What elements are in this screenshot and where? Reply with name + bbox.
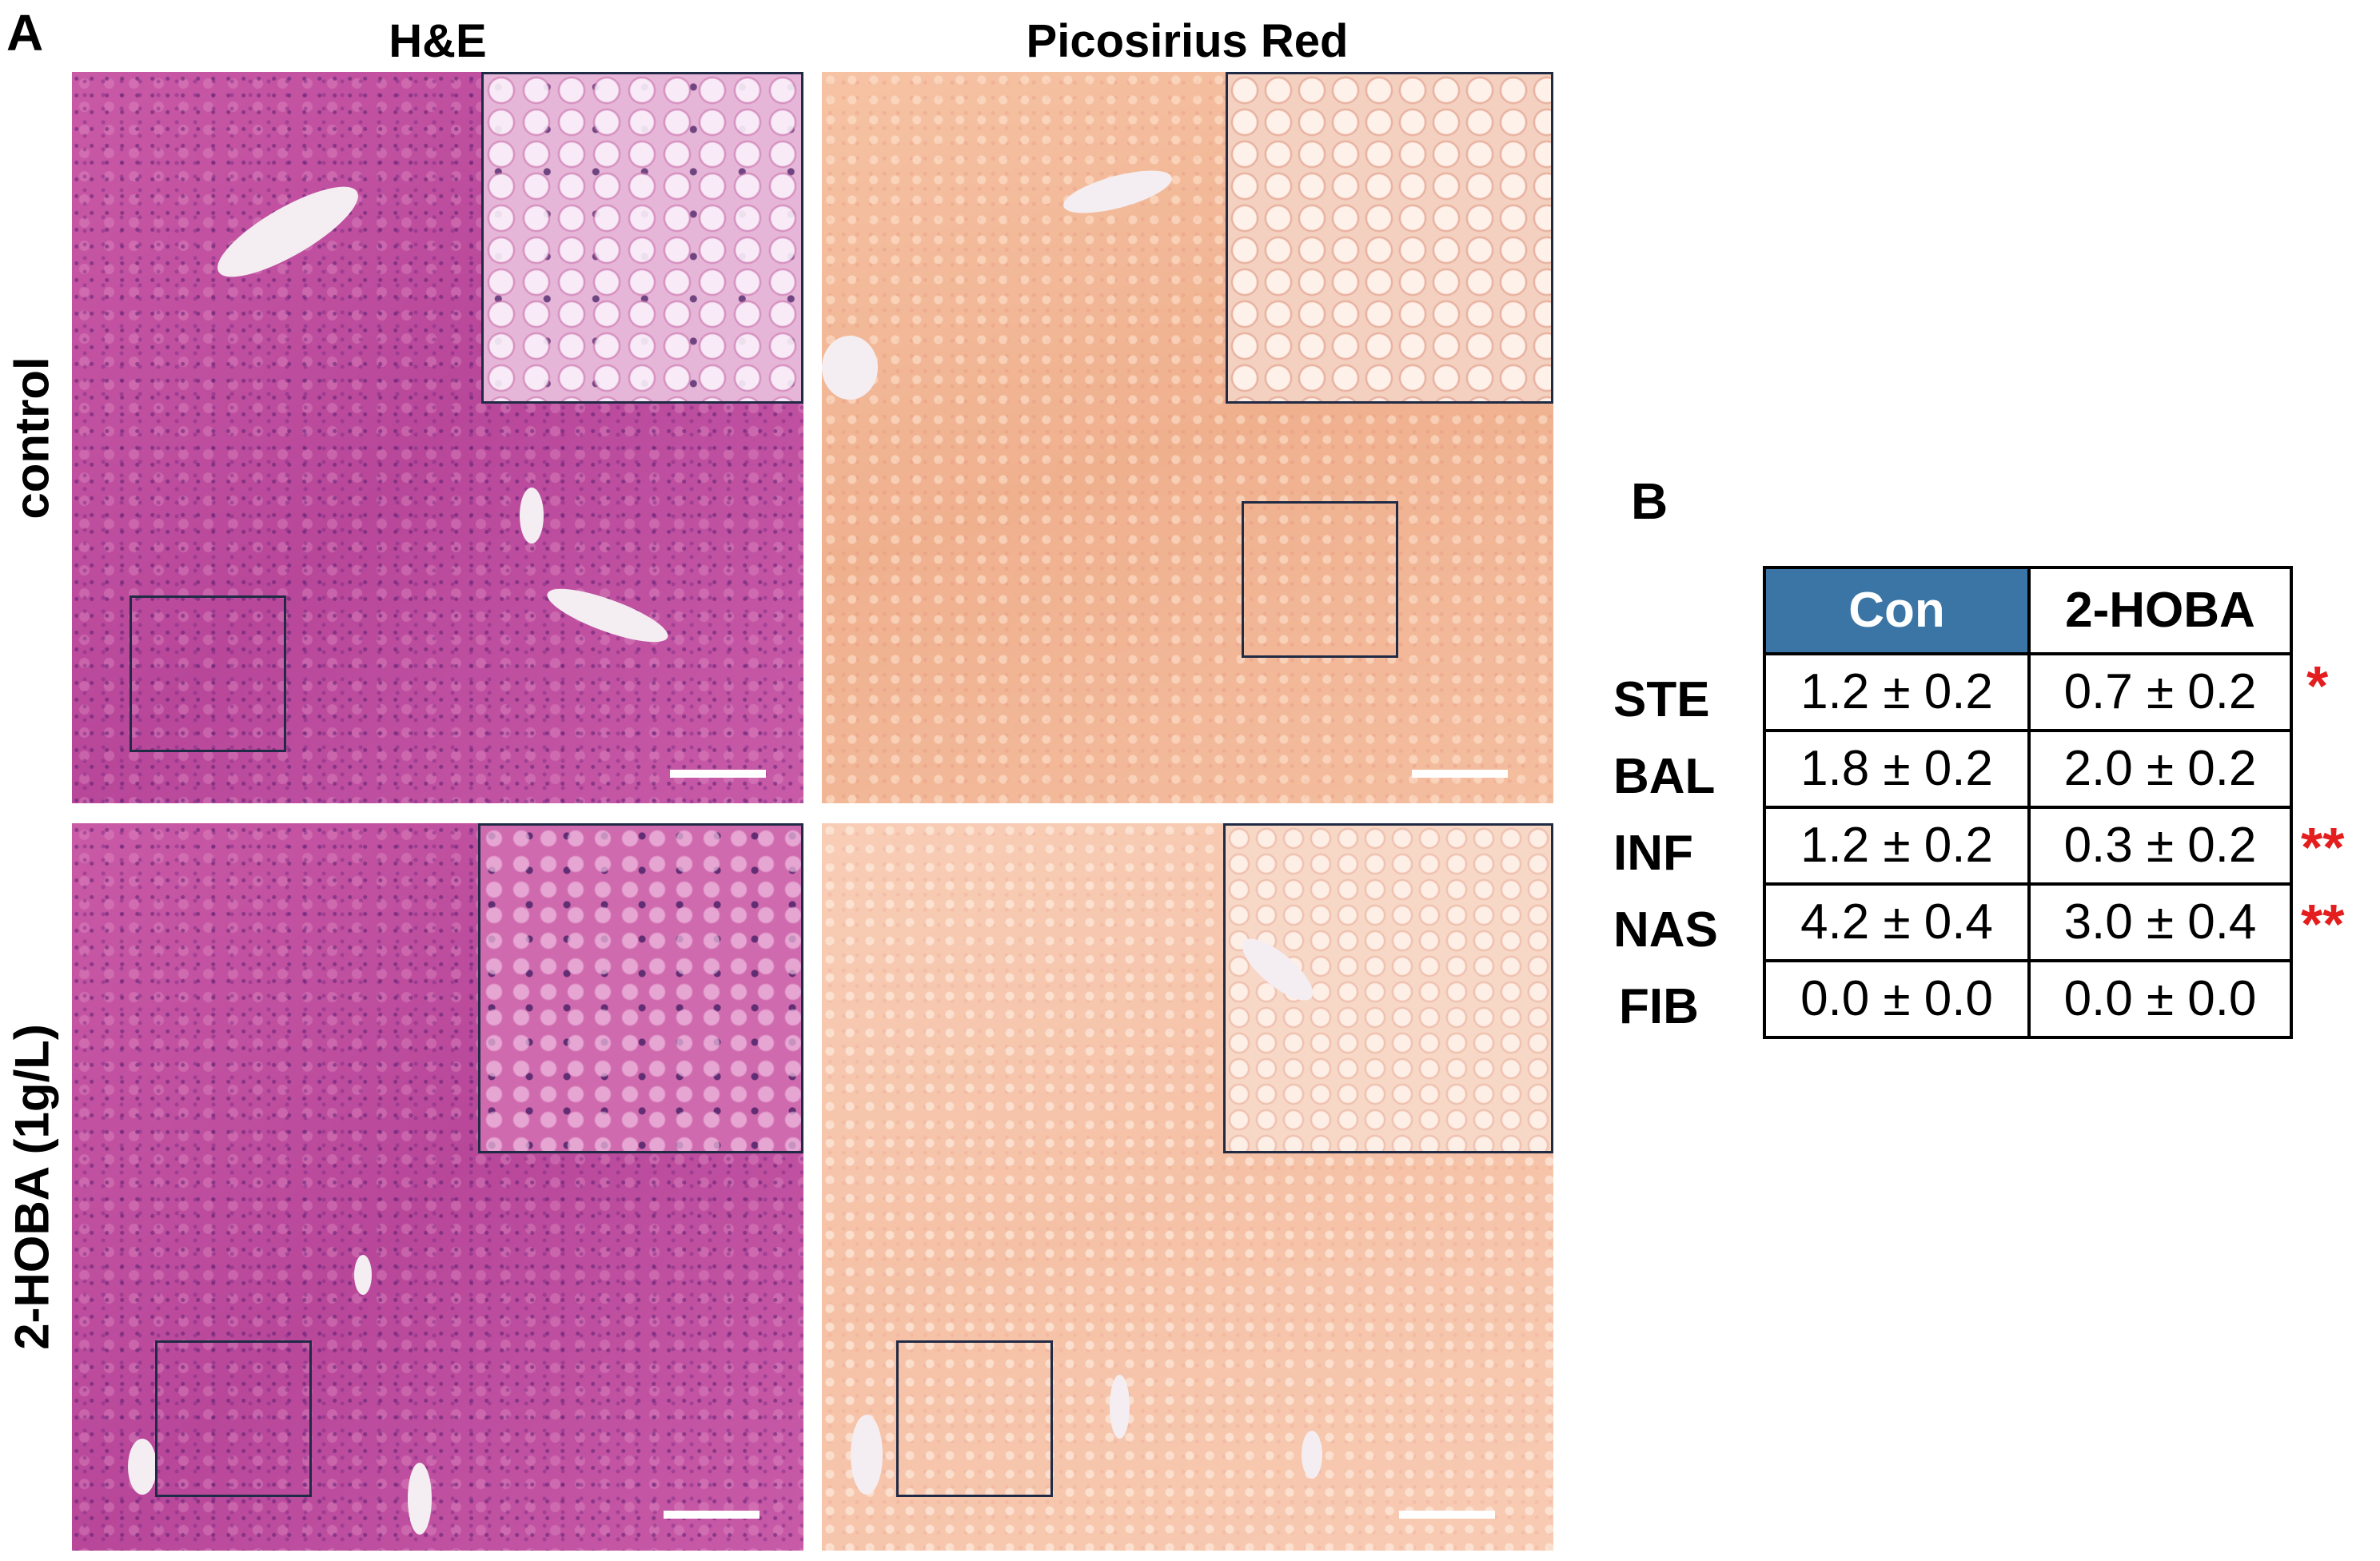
psr-control-micrograph: [822, 72, 1553, 803]
vessel: [128, 1439, 157, 1495]
cell-fib-con: 0.0 ± 0.0: [1763, 959, 2031, 1039]
row-label-ste: STE: [1613, 672, 1710, 727]
scale-bar: [670, 770, 766, 778]
roi-box: [155, 1340, 312, 1497]
row-label-bal: BAL: [1613, 749, 1716, 804]
header-2hoba: 2-HOBA: [2027, 566, 2293, 655]
significance-ste: *: [2306, 655, 2329, 717]
row-label-inf: INF: [1613, 826, 1693, 881]
scale-bar: [1412, 770, 1508, 778]
significance-nas: **: [2301, 893, 2345, 955]
psr-2hoba-micrograph: [822, 823, 1553, 1551]
row-label-nas: NAS: [1613, 902, 1718, 958]
row-label-2hoba-wrap: 2-HOBA (1g/L): [0, 823, 64, 1551]
magnified-inset: [478, 823, 803, 1153]
vessel: [1059, 161, 1176, 222]
cell-nas-2hoba: 3.0 ± 0.4: [2027, 882, 2293, 962]
roi-box: [130, 595, 286, 752]
magnified-inset: [481, 72, 803, 404]
cell-nas-con: 4.2 ± 0.4: [1763, 882, 2031, 962]
vessel: [520, 488, 544, 544]
cell-bal-con: 1.8 ± 0.2: [1763, 729, 2031, 809]
row-label-control: control: [5, 356, 59, 520]
cell-ste-con: 1.2 ± 0.2: [1763, 652, 2031, 732]
vessel: [822, 336, 878, 400]
vessel: [206, 171, 369, 293]
vessel: [354, 1255, 372, 1295]
cell-inf-2hoba: 0.3 ± 0.2: [2027, 806, 2293, 886]
vessel: [1302, 1431, 1322, 1479]
panel-b-label: B: [1631, 472, 1668, 530]
cell-bal-2hoba: 2.0 ± 0.2: [2027, 729, 2293, 809]
scale-bar: [664, 1511, 759, 1519]
column-title-he: H&E: [389, 15, 487, 67]
vessel: [541, 578, 674, 653]
header-con: Con: [1763, 566, 2031, 655]
vessel: [851, 1415, 883, 1495]
vessel: [1234, 929, 1322, 1010]
cell-inf-con: 1.2 ± 0.2: [1763, 806, 2031, 886]
cell-ste-2hoba: 0.7 ± 0.2: [2027, 652, 2293, 732]
significance-inf: **: [2301, 816, 2345, 878]
vessel: [408, 1463, 432, 1535]
he-2hoba-micrograph: [72, 823, 803, 1551]
panel-a-label: A: [6, 4, 44, 62]
vessel: [1110, 1375, 1130, 1439]
roi-box: [896, 1340, 1053, 1497]
magnified-inset: [1226, 72, 1553, 404]
row-label-fib: FIB: [1619, 979, 1699, 1034]
magnified-inset: [1223, 823, 1553, 1153]
he-control-micrograph: [72, 72, 803, 803]
column-title-picosirius: Picosirius Red: [1026, 15, 1349, 67]
scale-bar: [1399, 1511, 1495, 1519]
row-label-control-wrap: control: [0, 72, 64, 803]
roi-box: [1242, 501, 1398, 658]
cell-fib-2hoba: 0.0 ± 0.0: [2027, 959, 2293, 1039]
row-label-2hoba: 2-HOBA (1g/L): [5, 1024, 59, 1350]
